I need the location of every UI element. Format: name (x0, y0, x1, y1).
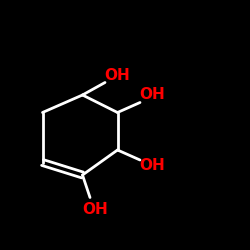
Text: OH: OH (140, 88, 166, 102)
Text: OH: OH (105, 68, 130, 82)
Text: OH: OH (140, 158, 166, 172)
Text: OH: OH (82, 202, 108, 218)
